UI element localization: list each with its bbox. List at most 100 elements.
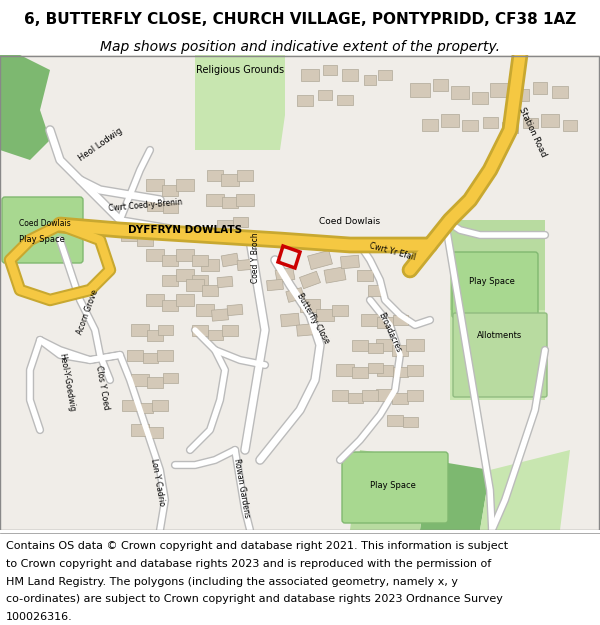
- Bar: [281, 313, 299, 327]
- Text: Rowan Gardens: Rowan Gardens: [232, 458, 251, 518]
- Bar: [201, 259, 219, 271]
- Bar: [147, 426, 163, 438]
- Polygon shape: [195, 115, 285, 150]
- Bar: [367, 284, 383, 296]
- Bar: [433, 79, 448, 91]
- Bar: [472, 92, 488, 104]
- FancyBboxPatch shape: [2, 197, 83, 263]
- Text: Coed Y Broch: Coed Y Broch: [251, 232, 260, 283]
- Bar: [221, 253, 239, 267]
- Text: co-ordinates) are subject to Crown copyright and database rights 2023 Ordnance S: co-ordinates) are subject to Crown copyr…: [6, 594, 503, 604]
- Polygon shape: [350, 450, 430, 530]
- Bar: [157, 325, 173, 335]
- Bar: [336, 364, 354, 376]
- Text: Butterfly Close: Butterfly Close: [295, 291, 331, 345]
- Bar: [162, 299, 178, 311]
- Bar: [502, 121, 518, 132]
- Text: 6, BUTTERFLY CLOSE, CHURCH VILLAGE, PONTYPRIDD, CF38 1AZ: 6, BUTTERFLY CLOSE, CHURCH VILLAGE, PONT…: [24, 12, 576, 27]
- Bar: [341, 255, 359, 269]
- Bar: [131, 324, 149, 336]
- Text: Play Space: Play Space: [469, 278, 515, 286]
- Bar: [376, 339, 394, 351]
- Bar: [121, 229, 139, 241]
- Bar: [236, 194, 254, 206]
- Bar: [176, 294, 194, 306]
- Bar: [207, 169, 223, 181]
- Bar: [451, 86, 469, 99]
- Text: Religious Grounds: Religious Grounds: [196, 65, 284, 75]
- Bar: [541, 114, 559, 126]
- Text: Cwrt Coed-y-Brenin: Cwrt Coed-y-Brenin: [108, 198, 182, 212]
- FancyBboxPatch shape: [452, 252, 538, 318]
- Bar: [233, 217, 248, 227]
- Bar: [208, 330, 223, 340]
- Text: 100026316.: 100026316.: [6, 612, 73, 622]
- Polygon shape: [0, 100, 50, 160]
- Bar: [147, 376, 163, 388]
- Bar: [186, 279, 204, 291]
- Bar: [176, 249, 194, 261]
- Text: Clos Y Coed: Clos Y Coed: [94, 365, 110, 411]
- Bar: [392, 344, 408, 356]
- Bar: [131, 374, 149, 386]
- Bar: [422, 119, 438, 131]
- Bar: [378, 70, 392, 80]
- Bar: [162, 274, 178, 286]
- Bar: [300, 299, 320, 311]
- Bar: [337, 95, 353, 105]
- Bar: [357, 269, 373, 281]
- Bar: [318, 90, 332, 100]
- Bar: [563, 119, 577, 131]
- Bar: [222, 196, 238, 208]
- Bar: [462, 119, 478, 131]
- Bar: [217, 276, 233, 288]
- Bar: [490, 83, 510, 97]
- Bar: [206, 194, 224, 206]
- Polygon shape: [420, 460, 490, 530]
- Bar: [332, 389, 348, 401]
- Polygon shape: [450, 310, 545, 400]
- Bar: [152, 399, 168, 411]
- Bar: [406, 339, 424, 351]
- Text: Contains OS data © Crown copyright and database right 2021. This information is : Contains OS data © Crown copyright and d…: [6, 541, 508, 551]
- Bar: [323, 65, 337, 75]
- Bar: [392, 315, 407, 325]
- Bar: [347, 393, 362, 403]
- Bar: [533, 82, 547, 94]
- Bar: [352, 366, 368, 378]
- Bar: [342, 69, 358, 81]
- Bar: [212, 309, 229, 321]
- Text: Play Space: Play Space: [370, 481, 416, 489]
- Bar: [137, 403, 152, 413]
- Bar: [137, 234, 153, 246]
- Bar: [367, 343, 383, 353]
- Text: to Crown copyright and database rights 2023 and is reproduced with the permissio: to Crown copyright and database rights 2…: [6, 559, 491, 569]
- Bar: [147, 329, 163, 341]
- Text: Allotments: Allotments: [478, 331, 523, 339]
- Bar: [511, 89, 529, 101]
- Polygon shape: [0, 55, 50, 110]
- Bar: [299, 271, 320, 289]
- Bar: [176, 179, 194, 191]
- Polygon shape: [480, 450, 570, 530]
- Bar: [332, 304, 348, 316]
- Bar: [222, 324, 238, 336]
- Bar: [221, 174, 239, 186]
- Bar: [482, 116, 497, 128]
- Text: Acorn Grove: Acorn Grove: [76, 288, 100, 336]
- Bar: [176, 269, 194, 281]
- Bar: [157, 349, 173, 361]
- Bar: [362, 389, 378, 401]
- Text: Coed Dowlais: Coed Dowlais: [319, 217, 380, 226]
- Bar: [376, 389, 394, 401]
- Bar: [387, 414, 403, 426]
- Bar: [147, 199, 163, 211]
- Bar: [192, 254, 208, 266]
- Bar: [217, 219, 233, 231]
- Text: Station Road: Station Road: [518, 106, 548, 158]
- Bar: [196, 304, 214, 316]
- Text: Lon Y Cadrio: Lon Y Cadrio: [149, 458, 167, 506]
- Bar: [316, 309, 334, 321]
- Text: HM Land Registry. The polygons (including the associated geometry, namely x, y: HM Land Registry. The polygons (includin…: [6, 576, 458, 586]
- Bar: [162, 254, 178, 266]
